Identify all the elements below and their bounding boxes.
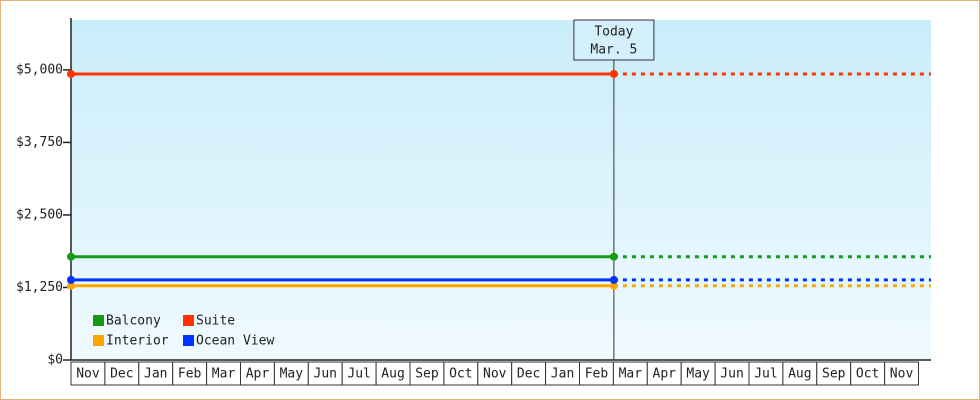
x-tick-label: Sep	[415, 367, 439, 382]
legend-label: Interior	[106, 334, 169, 349]
legend-label: Suite	[196, 314, 235, 329]
plot-area	[71, 20, 931, 360]
x-tick-label: Nov	[890, 367, 914, 382]
x-tick-label: Oct	[856, 367, 879, 382]
point	[609, 281, 618, 290]
y-tick-label: $3,750	[16, 135, 63, 150]
y-tick-label: $5,000	[16, 62, 63, 77]
x-tick-label: Nov	[76, 367, 100, 382]
x-tick-label: Jan	[144, 367, 167, 382]
x-tick-label: Aug	[788, 367, 811, 382]
legend-swatch	[93, 315, 104, 326]
x-tick-label: Aug	[381, 367, 404, 382]
point	[609, 252, 618, 261]
x-tick-label: Mar	[212, 367, 236, 382]
x-tick-label: Sep	[822, 367, 846, 382]
month-cell	[884, 361, 919, 386]
x-tick-label: Dec	[517, 367, 540, 382]
point	[67, 252, 75, 261]
x-tick-label: Feb	[178, 367, 202, 382]
x-tick-label: Jul	[754, 367, 777, 382]
x-tick-label: Oct	[449, 367, 472, 382]
today-box	[573, 19, 655, 61]
y-tick-label: $2,500	[16, 207, 63, 222]
legend-swatch	[93, 335, 104, 346]
y-tick-label: $0	[47, 353, 63, 368]
point	[67, 275, 75, 284]
x-tick-label: Feb	[585, 367, 609, 382]
annotation: Mar. 5	[590, 43, 637, 58]
x-tick-label: Jun	[314, 367, 337, 382]
point	[609, 69, 618, 78]
x-tick-label: Apr	[653, 367, 677, 382]
x-tick-label: Apr	[246, 367, 270, 382]
point	[67, 69, 75, 78]
x-tick-label: Nov	[483, 367, 507, 382]
legend-swatch	[183, 335, 194, 346]
x-tick-label: May	[686, 367, 710, 382]
x-tick-label: Jul	[347, 367, 370, 382]
x-tick-label: Dec	[110, 367, 133, 382]
x-tick-label: Mar	[619, 367, 643, 382]
legend-label: Balcony	[106, 314, 161, 329]
y-tick-label: $1,250	[16, 280, 63, 295]
annotation: Today	[594, 25, 633, 40]
x-tick-label: Jun	[720, 367, 743, 382]
legend-swatch	[183, 315, 194, 326]
legend-label: Ocean View	[196, 334, 274, 349]
point	[609, 275, 618, 284]
point	[67, 281, 75, 290]
x-tick-label: Jan	[551, 367, 574, 382]
x-tick-label: May	[280, 367, 304, 382]
